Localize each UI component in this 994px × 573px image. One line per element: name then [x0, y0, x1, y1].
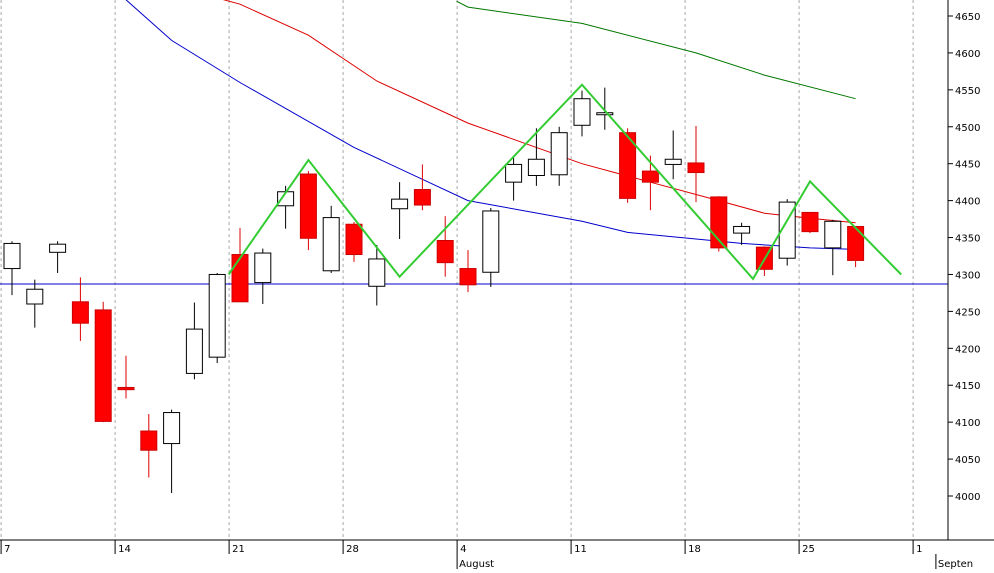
moving-average-line-3 — [456, 0, 856, 100]
candle-body — [26, 288, 44, 305]
x-tick-label: 7 — [4, 544, 10, 555]
candle-body — [550, 132, 568, 176]
candle-body — [345, 223, 363, 256]
y-tick-label: 4100 — [955, 418, 980, 429]
candle-body — [801, 211, 819, 233]
candle-body — [117, 386, 135, 391]
candle-body — [49, 243, 67, 253]
candle-body — [596, 112, 614, 116]
candle-body — [231, 254, 249, 303]
candle-body — [299, 173, 317, 239]
candle-body — [71, 301, 89, 324]
candle-body — [664, 158, 682, 165]
x-tick-label: 1 — [916, 544, 922, 555]
x-tick-label: 4 — [460, 544, 466, 555]
x-tick-label: 11 — [574, 544, 587, 555]
candle-body — [482, 210, 500, 273]
x-tick-label: 21 — [232, 544, 245, 555]
candle-body — [185, 328, 203, 374]
y-tick-label: 4550 — [955, 86, 980, 97]
candle-body — [824, 220, 842, 249]
x-tick-label: 14 — [118, 544, 131, 555]
candle-body — [94, 309, 112, 422]
candle-body — [687, 162, 705, 174]
y-tick-label: 4400 — [955, 197, 980, 208]
candle-body — [733, 225, 751, 234]
candle-body — [391, 198, 409, 210]
candle-body — [254, 252, 272, 284]
zigzag-line — [227, 83, 902, 281]
month-label: Septen — [938, 559, 973, 569]
y-tick-label: 4050 — [955, 455, 980, 466]
y-tick-label: 4250 — [955, 307, 980, 318]
candle-body — [847, 225, 865, 261]
candle-body — [3, 242, 21, 270]
x-tick-label: 25 — [802, 544, 815, 555]
candle-body — [368, 258, 386, 287]
y-tick-label: 4200 — [955, 344, 980, 355]
y-tick-label: 4300 — [955, 270, 980, 281]
y-tick-label: 4450 — [955, 160, 980, 171]
y-tick-label: 4350 — [955, 234, 980, 245]
candle-body — [778, 201, 796, 259]
y-tick-label: 4000 — [955, 492, 980, 503]
y-tick-label: 4500 — [955, 123, 980, 134]
moving-average-line-1 — [125, 0, 856, 250]
candle-body — [436, 239, 454, 264]
y-tick-label: 4650 — [955, 12, 980, 23]
candle-body — [163, 412, 181, 445]
candle-body — [573, 98, 591, 126]
x-tick-label: 18 — [688, 544, 701, 555]
candle-body — [208, 273, 226, 358]
plot-layer — [0, 0, 948, 494]
candle-body — [140, 430, 158, 451]
x-tick-label: 28 — [346, 544, 359, 555]
y-tick-label: 4150 — [955, 381, 980, 392]
candle-body — [505, 163, 523, 183]
candle-body — [322, 217, 340, 272]
candle-body — [527, 158, 545, 177]
y-tick-label: 4600 — [955, 49, 980, 60]
candle-body — [619, 132, 637, 199]
candle-body — [641, 170, 659, 183]
candle-body — [459, 268, 477, 286]
candle-body — [413, 189, 431, 206]
month-label: August — [459, 559, 494, 569]
